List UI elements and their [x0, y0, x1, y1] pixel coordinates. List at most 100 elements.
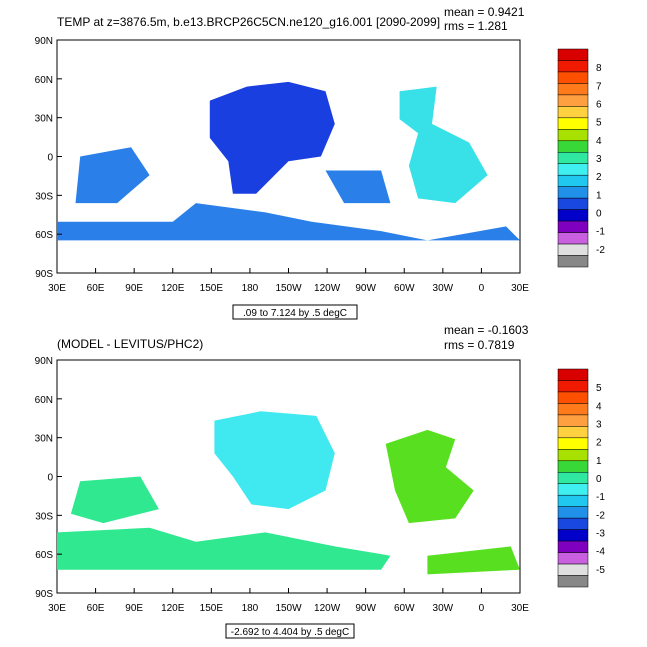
colorbar-label: 8 [596, 63, 602, 74]
y-tick-label: 90S [35, 589, 53, 600]
top-mean-label: mean = 0.9421 [444, 5, 525, 19]
colorbar-swatch [557, 460, 589, 473]
top-panel: TEMP at z=3876.5m, b.e13.BRCP26C5CN.ne12… [35, 5, 605, 320]
x-tick-label: 150W [275, 603, 302, 614]
colorbar-swatch [557, 414, 589, 427]
colorbar-label: 6 [596, 100, 602, 111]
y-tick-label: 60N [35, 75, 53, 86]
colorbar-label: 5 [596, 118, 602, 129]
colorbar-label: -1 [596, 492, 605, 503]
colorbar-swatch [557, 391, 589, 404]
x-tick-label: 30W [433, 603, 454, 614]
region-atlantic [399, 86, 488, 204]
x-tick-label: 30E [511, 283, 529, 294]
top-range-box [232, 304, 358, 320]
y-tick-label: 0 [47, 153, 53, 164]
top-map [56, 39, 521, 274]
colorbar-label: -3 [596, 529, 605, 540]
colorbar-swatch [557, 129, 589, 142]
top-colorbar: 8 7 6 5 4 3 2 1 0 -1 -2 [557, 48, 605, 268]
colorbar-swatch [557, 437, 589, 450]
top-range-note: .09 to 7.124 by .5 degC [243, 308, 347, 319]
colorbar-swatch [557, 529, 589, 542]
x-tick-label: 0 [479, 283, 485, 294]
colorbar-label: 3 [596, 154, 602, 165]
x-tick-label: 150E [200, 283, 224, 294]
colorbar-swatch [557, 472, 589, 484]
colorbar-label: 4 [596, 136, 602, 147]
top-y-ticks: 90N 60N 30N 0 30S 60S 90S [35, 36, 62, 280]
colorbar-swatch [557, 140, 589, 153]
colorbar-swatch [557, 106, 589, 119]
region-pacific [214, 411, 335, 510]
colorbar-swatch [557, 117, 589, 130]
region-southern [70, 476, 159, 524]
colorbar-swatch [557, 94, 589, 107]
y-tick-label: 60S [35, 230, 53, 241]
x-tick-label: 90W [355, 603, 376, 614]
y-tick-label: 90N [35, 356, 53, 367]
colorbar-label: 3 [596, 420, 602, 431]
region-atlantic [427, 546, 520, 575]
colorbar-swatch [557, 563, 589, 576]
colorbar-swatch [557, 243, 589, 256]
y-tick-label: 60S [35, 550, 53, 561]
bottom-range-box [225, 623, 355, 639]
colorbar-swatch [557, 506, 589, 519]
colorbar-label: 4 [596, 401, 602, 412]
colorbar-swatch [557, 152, 589, 164]
colorbar-label: -5 [596, 565, 605, 576]
y-tick-label: 30N [35, 114, 53, 125]
region-atlantic [385, 429, 474, 524]
x-tick-label: 90E [125, 283, 143, 294]
colorbar-label: -2 [596, 245, 605, 256]
top-x-ticks: 30E 60E 90E 120E 150E 180 150W 120W 90W 60W 30W 0 30… [48, 268, 529, 294]
x-tick-label: 30E [48, 283, 66, 294]
bottom-range-note: -2.692 to 4.404 by .5 degC [231, 627, 349, 638]
colorbar-swatch [557, 174, 589, 187]
colorbar-swatch [557, 197, 589, 210]
y-tick-label: 30S [35, 191, 53, 202]
y-tick-label: 90S [35, 269, 53, 280]
colorbar-label: 2 [596, 172, 602, 183]
top-rms-label: rms = 1.281 [444, 19, 508, 33]
colorbar-label: 7 [596, 81, 602, 92]
colorbar-swatch [557, 209, 589, 222]
x-tick-label: 90W [355, 283, 376, 294]
y-tick-label: 60N [35, 395, 53, 406]
colorbar-swatch [557, 83, 589, 96]
colorbar-swatch [557, 71, 589, 84]
bottom-map [56, 359, 521, 594]
colorbar-swatch [557, 575, 589, 588]
colorbar-label: 1 [596, 456, 602, 467]
bottom-x-ticks: 30E 60E 90E 120E 150E 180 150W 120W 90W 60W 30W 0 30… [48, 588, 529, 614]
y-tick-label: 30N [35, 434, 53, 445]
colorbar-swatch [557, 186, 589, 199]
x-tick-label: 180 [242, 603, 259, 614]
x-tick-label: 120E [161, 603, 185, 614]
x-tick-label: 150E [200, 603, 224, 614]
x-tick-label: 150W [275, 283, 302, 294]
x-tick-label: 60E [87, 283, 105, 294]
x-tick-label: 60W [394, 283, 415, 294]
colorbar-swatch [557, 517, 589, 530]
colorbar-swatch [557, 380, 589, 393]
colorbar-swatch [557, 232, 589, 245]
bottom-panel: (MODEL - LEVITUS/PHC2) mean = -0.1603 rm… [35, 323, 605, 639]
y-tick-label: 0 [47, 473, 53, 484]
colorbar-swatch [557, 60, 589, 73]
colorbar-swatch [557, 426, 589, 439]
colorbar-swatch [557, 368, 589, 381]
x-tick-label: 0 [479, 603, 485, 614]
colorbar-label: 0 [596, 209, 602, 220]
x-tick-label: 30W [433, 283, 454, 294]
y-tick-label: 90N [35, 36, 53, 47]
x-tick-label: 120W [314, 603, 341, 614]
bottom-rms-label: rms = 0.7819 [444, 338, 515, 352]
colorbar-label: -4 [596, 547, 605, 558]
colorbar-label: 2 [596, 438, 602, 449]
x-tick-label: 60W [394, 603, 415, 614]
colorbar-label: 5 [596, 383, 602, 394]
colorbar-swatch [557, 540, 589, 553]
